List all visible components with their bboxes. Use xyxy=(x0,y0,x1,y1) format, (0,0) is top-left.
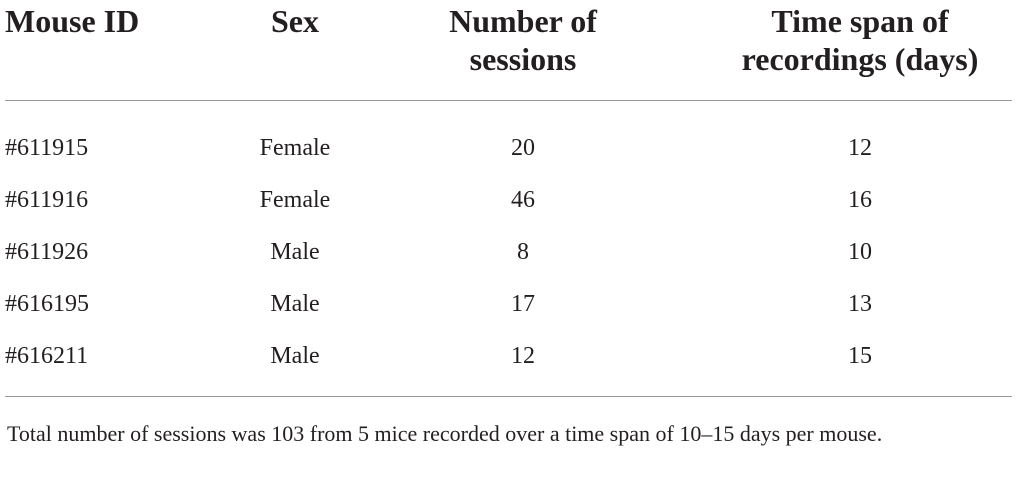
column-header: recordings (days) xyxy=(741,41,979,77)
column-header: Time span of xyxy=(771,3,949,39)
table-cell: #611915 xyxy=(5,135,89,161)
table-cell: 12 xyxy=(511,343,535,369)
table-cell: #611926 xyxy=(5,239,89,265)
column-header: Number of xyxy=(449,3,597,39)
table-cell: #616195 xyxy=(5,291,89,317)
table-cell: Female xyxy=(259,135,331,161)
table-cell: Male xyxy=(270,343,320,369)
table-cell: 15 xyxy=(848,343,872,369)
column-header: Sex xyxy=(271,3,319,39)
table-cell: Female xyxy=(259,187,331,213)
table-cell: 17 xyxy=(511,291,535,317)
footnote: Total number of sessions was 103 from 5 … xyxy=(7,421,883,446)
table-cell: 12 xyxy=(848,135,872,161)
table-cell: 13 xyxy=(848,291,872,317)
column-header: sessions xyxy=(469,41,577,77)
table-cell: 16 xyxy=(848,187,872,213)
table-cell: 10 xyxy=(848,239,872,265)
bottom-rule xyxy=(5,396,1012,397)
table-cell: #616211 xyxy=(5,343,89,369)
table-cell: 8 xyxy=(517,239,529,265)
column-header: Mouse ID xyxy=(5,3,140,39)
table-cell: Male xyxy=(270,291,320,317)
table-cell: 20 xyxy=(511,135,535,161)
table-cell: Male xyxy=(270,239,320,265)
table-cell: #611916 xyxy=(5,187,89,213)
header-rule xyxy=(5,100,1012,101)
table-cell: 46 xyxy=(511,187,535,213)
